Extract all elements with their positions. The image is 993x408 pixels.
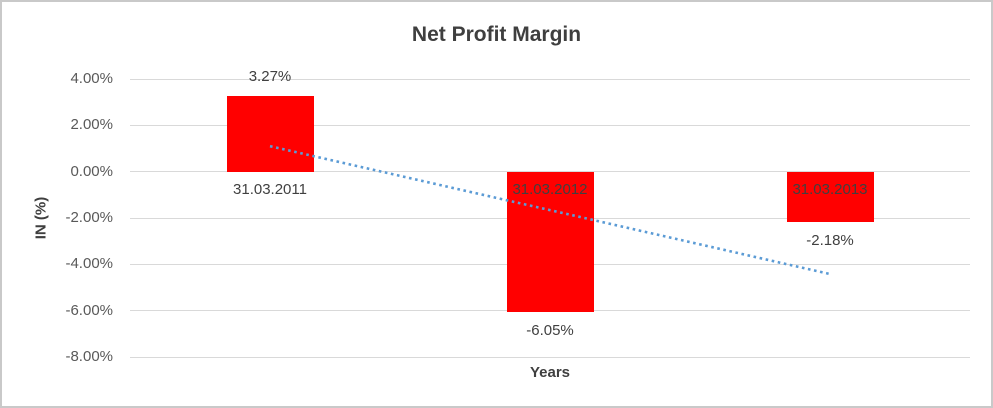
- y-axis-tick-label: 0.00%: [70, 162, 113, 180]
- category-label: 31.03.2012: [512, 180, 588, 198]
- gridline: [130, 78, 970, 80]
- y-axis-tick-label: -8.00%: [65, 348, 113, 365]
- y-axis-tick-label: -4.00%: [65, 255, 113, 273]
- gridline: [130, 356, 970, 358]
- category-label: 31.03.2013: [792, 180, 868, 198]
- y-axis-tick-label: -6.00%: [65, 301, 113, 319]
- bar: [226, 95, 314, 172]
- data-label: -6.05%: [526, 321, 574, 339]
- category-label: 31.03.2011: [233, 180, 307, 198]
- chart-title: Net Profit Margin: [411, 23, 582, 46]
- y-axis-tick-label: -2.00%: [65, 209, 113, 226]
- y-axis-tick-label: 4.00%: [70, 70, 113, 87]
- data-label: 3.27%: [248, 67, 292, 85]
- gridline: [130, 124, 970, 126]
- data-label: -2.18%: [806, 232, 854, 250]
- y-axis-tick-label: 2.00%: [70, 116, 113, 134]
- x-axis-title: Years: [529, 364, 571, 381]
